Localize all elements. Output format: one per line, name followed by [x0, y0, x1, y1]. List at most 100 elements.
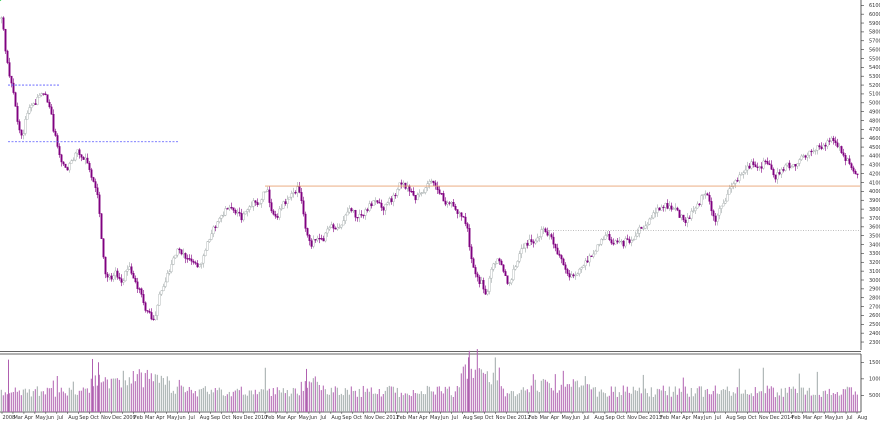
volume-bar — [98, 374, 100, 412]
candle-body — [674, 207, 677, 210]
candle-body — [212, 226, 215, 235]
candle-body — [338, 226, 341, 229]
reference-lines — [0, 0, 860, 231]
candle-body — [134, 277, 137, 283]
volume-bar — [336, 387, 338, 412]
volume-bar — [506, 393, 508, 412]
volume-bar — [372, 393, 374, 412]
candle-body — [586, 260, 589, 263]
volume-bar — [358, 388, 360, 412]
candle-body — [38, 95, 41, 98]
volume-bar — [136, 374, 138, 412]
time-tick-label: Feb — [660, 415, 669, 421]
candle-body — [272, 210, 275, 215]
candle-body — [168, 271, 171, 274]
candle-body — [386, 202, 389, 205]
candle-body — [142, 294, 145, 303]
volume-bar — [534, 379, 536, 412]
volume-bar — [186, 390, 188, 412]
candle-body — [664, 203, 667, 208]
volume-bar — [758, 391, 760, 412]
time-tick-label: Feb — [792, 415, 801, 421]
candle-body — [308, 234, 311, 241]
price-tick-label: 3200 — [869, 260, 880, 266]
candle-body — [360, 214, 363, 216]
volume-bar — [378, 389, 380, 412]
volume-bar — [748, 394, 750, 412]
volume-bar — [264, 367, 266, 412]
volume-bar — [26, 392, 28, 412]
volume-bar — [560, 384, 562, 412]
candle-body — [710, 201, 713, 212]
candle-body — [310, 240, 313, 247]
volume-bar — [554, 374, 556, 412]
volume-bar — [48, 388, 50, 412]
candle-body — [740, 174, 743, 176]
time-tick-label: Sep — [605, 415, 614, 421]
time-tick-label: Jul — [582, 415, 589, 421]
volume-bar — [348, 394, 350, 412]
candle-body — [836, 142, 839, 147]
price-tick-label: 6100 — [869, 3, 880, 9]
volume-bar — [94, 375, 96, 412]
candle-body — [244, 211, 247, 215]
candle-body — [826, 140, 829, 147]
volume-bar — [90, 378, 92, 412]
candle-body — [46, 94, 49, 103]
candle-body — [644, 225, 647, 229]
volume-bar — [450, 395, 452, 412]
volume-bar — [218, 387, 220, 412]
candle-body — [90, 169, 93, 178]
candle-body — [92, 177, 95, 182]
candle-body — [182, 253, 185, 255]
candle-body — [216, 221, 219, 228]
volume-bar — [656, 388, 658, 412]
time-tick-label: Jul — [56, 415, 63, 421]
candle-body — [100, 213, 103, 239]
volume-bar — [712, 390, 714, 412]
volume-bar — [386, 387, 388, 412]
time-tick-label: Sep — [79, 415, 88, 421]
candle-body — [808, 150, 811, 156]
candle-body — [678, 209, 681, 218]
volume-bar — [598, 391, 600, 412]
volume-bar — [178, 379, 180, 412]
volume-bar — [676, 394, 678, 412]
candle-body — [778, 172, 781, 175]
volume-bar — [258, 391, 260, 412]
candle-body — [266, 189, 269, 192]
candle-body — [408, 185, 411, 192]
time-tick-label: Sep — [342, 415, 351, 421]
candle-body — [130, 266, 133, 274]
candle-body — [40, 93, 43, 96]
volume-bar — [710, 394, 712, 412]
price-tick-label: 4600 — [869, 136, 880, 142]
candle-body — [362, 214, 365, 217]
candle-body — [582, 265, 585, 268]
price-tick-label: 3000 — [869, 278, 880, 284]
volume-bar — [698, 386, 700, 412]
candle-body — [588, 255, 591, 263]
candle-body — [2, 17, 5, 30]
candle-body — [700, 195, 703, 205]
time-tick-label: Jul — [188, 415, 195, 421]
candle-body — [776, 172, 779, 180]
volume-bar — [72, 381, 74, 412]
candle-body — [852, 167, 855, 172]
volume-bar — [266, 390, 268, 412]
volume-bar — [764, 393, 766, 412]
volume-bar — [130, 383, 132, 412]
candle-body — [344, 214, 347, 221]
candle-body — [84, 157, 87, 160]
volume-bar — [234, 390, 236, 412]
candle-body — [346, 211, 349, 216]
volume-bar — [540, 380, 542, 412]
volume-bar — [128, 377, 130, 412]
volume-bar — [626, 386, 628, 412]
candle-body — [156, 304, 159, 316]
candle-body — [292, 192, 295, 194]
volume-bar — [750, 393, 752, 412]
volume-bar — [806, 390, 808, 412]
candle-body — [294, 192, 297, 194]
volume-bar — [222, 395, 224, 412]
